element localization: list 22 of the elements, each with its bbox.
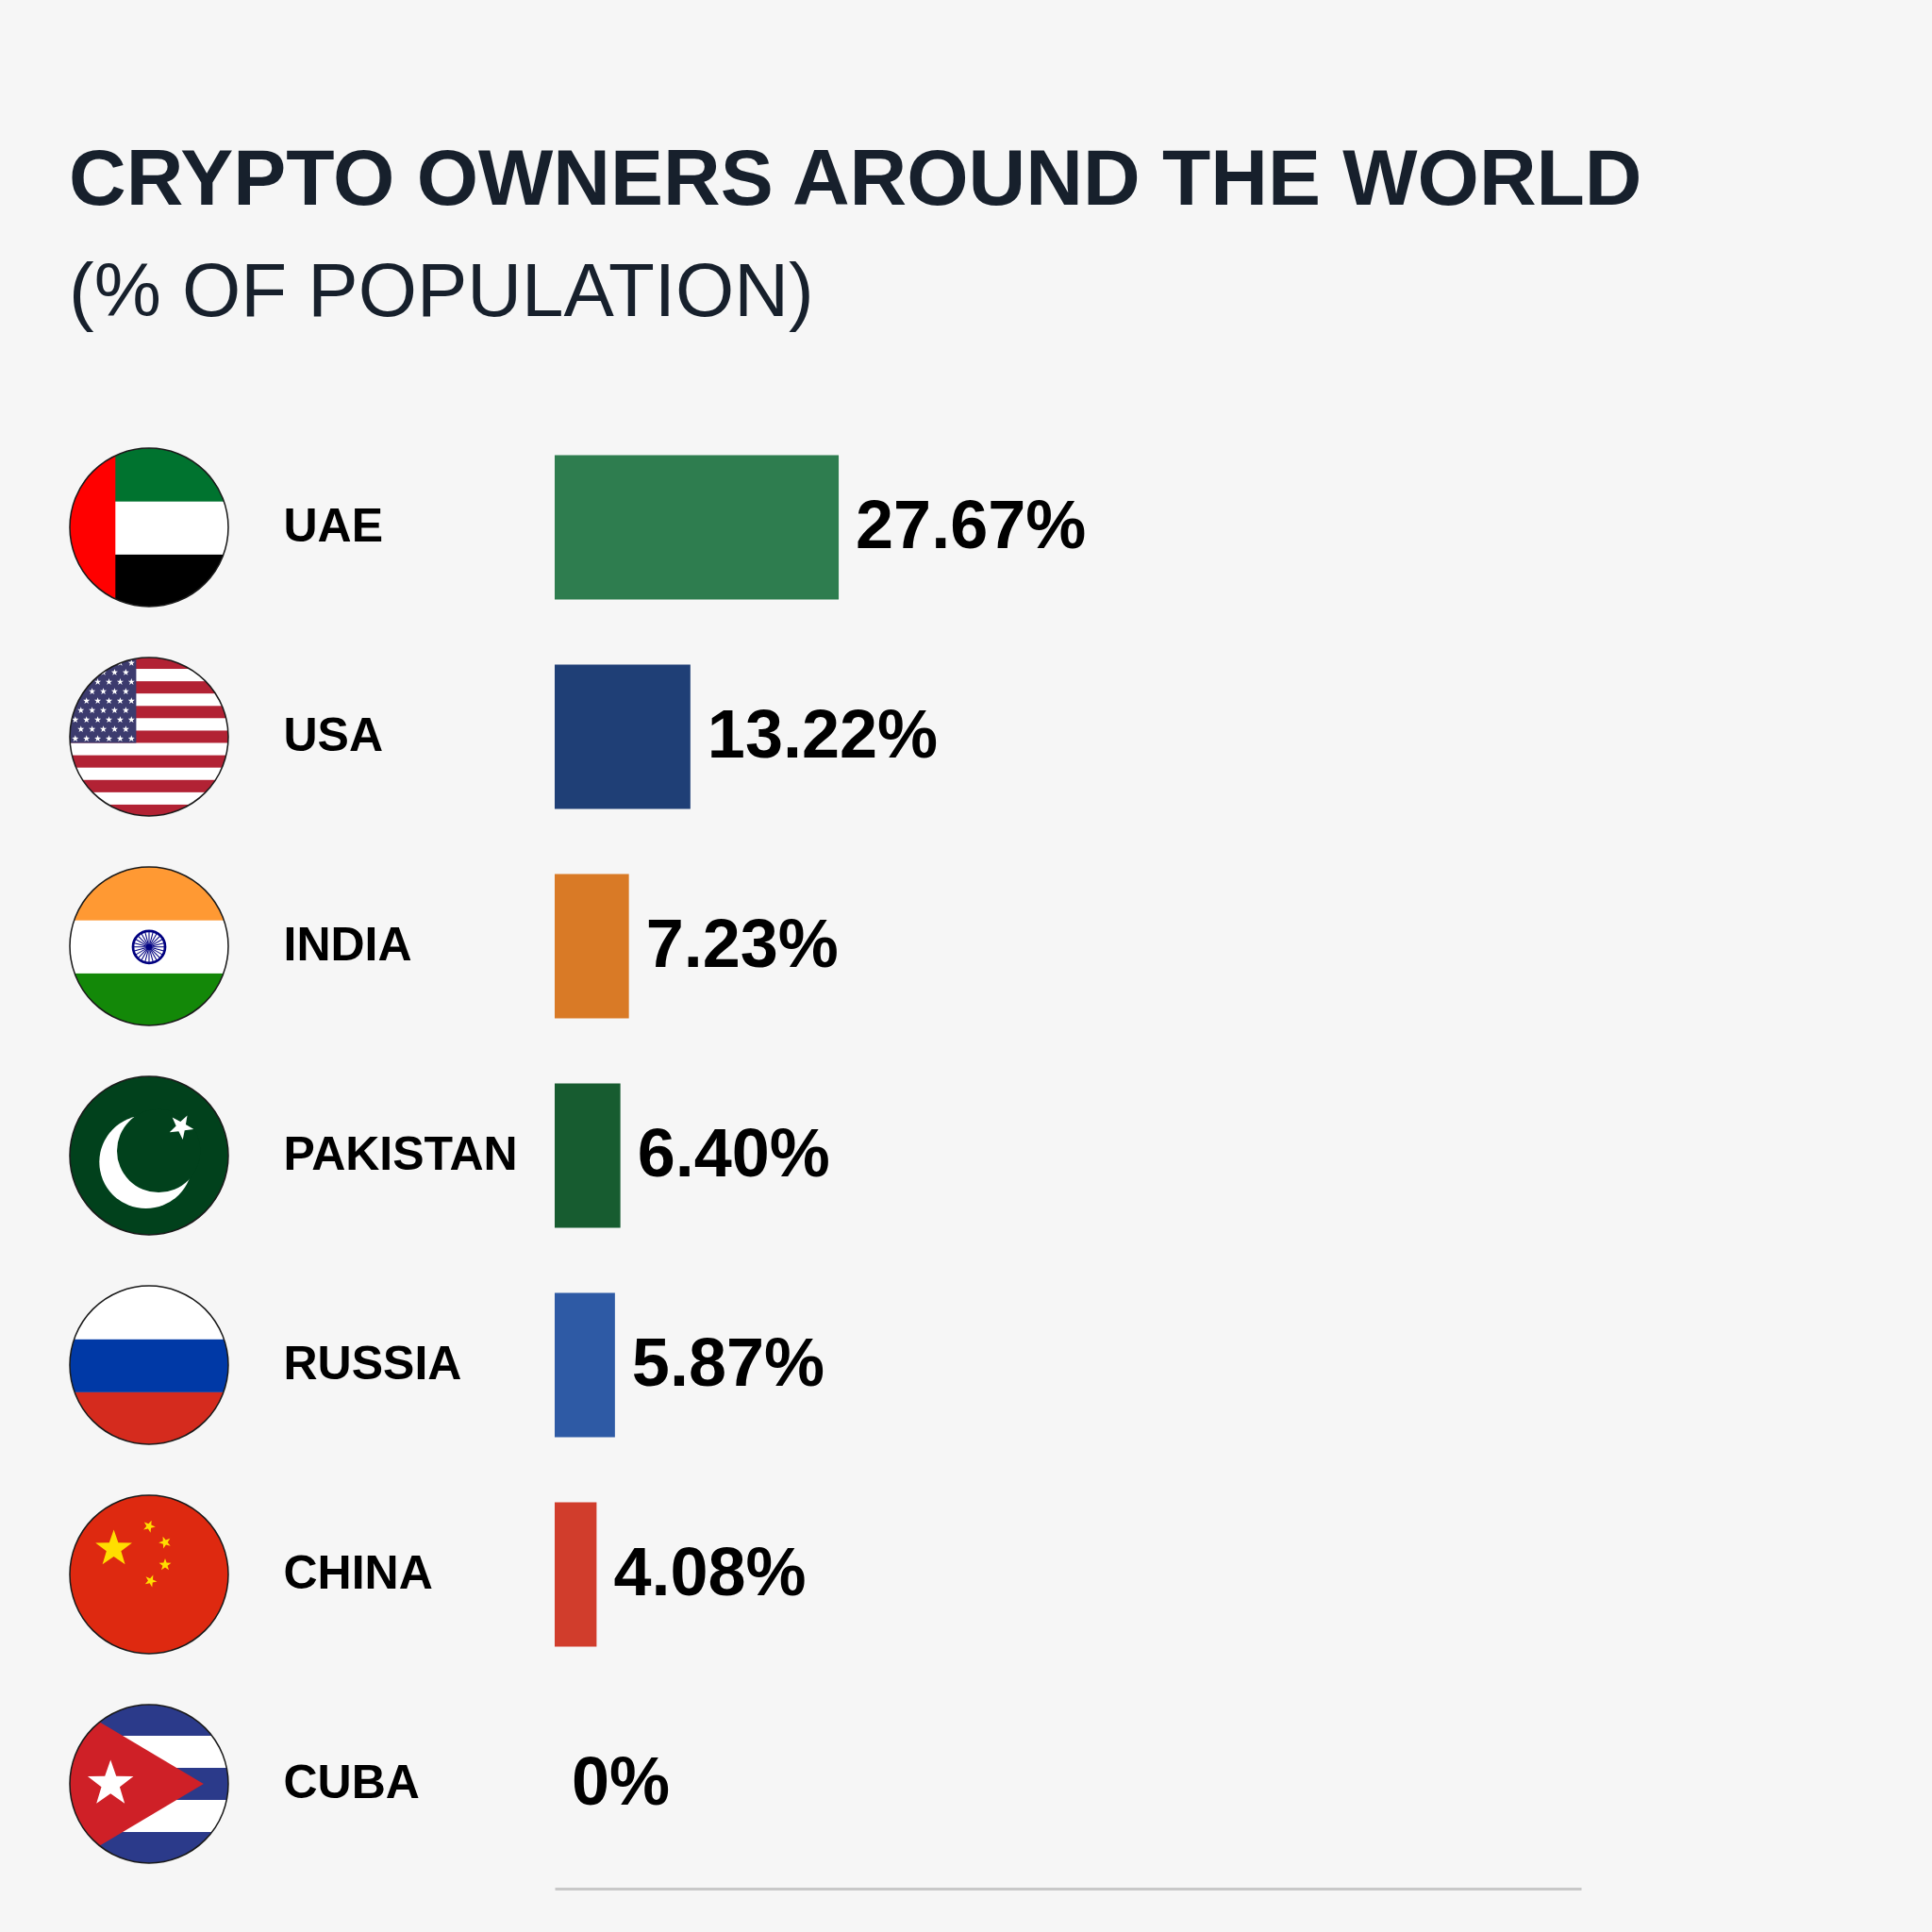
y-tick-label: CUBA [283, 1756, 420, 1808]
y-tick-label: RUSSIA [283, 1337, 462, 1390]
data-label: 13.22% [707, 696, 939, 772]
data-label: 6.40% [637, 1115, 830, 1191]
y-tick-label: UAE [283, 499, 384, 552]
data-label: 5.87% [631, 1324, 825, 1400]
bar [555, 1502, 597, 1647]
bar [555, 1292, 615, 1438]
bar [555, 1083, 621, 1228]
y-tick-label: PAKISTAN [283, 1127, 518, 1180]
data-label: 7.23% [645, 906, 839, 981]
y-tick-label: INDIA [283, 918, 412, 971]
y-tick-label: CHINA [283, 1546, 433, 1599]
data-label: 27.67% [856, 487, 1087, 562]
chart-title: CRYPTO OWNERS AROUND THE WORLD [69, 133, 1642, 222]
data-label: 4.08% [613, 1534, 807, 1609]
bar [555, 455, 840, 600]
bar [555, 664, 691, 809]
y-tick-label: USA [283, 708, 384, 761]
chart-subtitle: (% OF POPULATION) [69, 248, 814, 332]
data-label: 0% [572, 1743, 671, 1819]
bar [555, 874, 629, 1019]
